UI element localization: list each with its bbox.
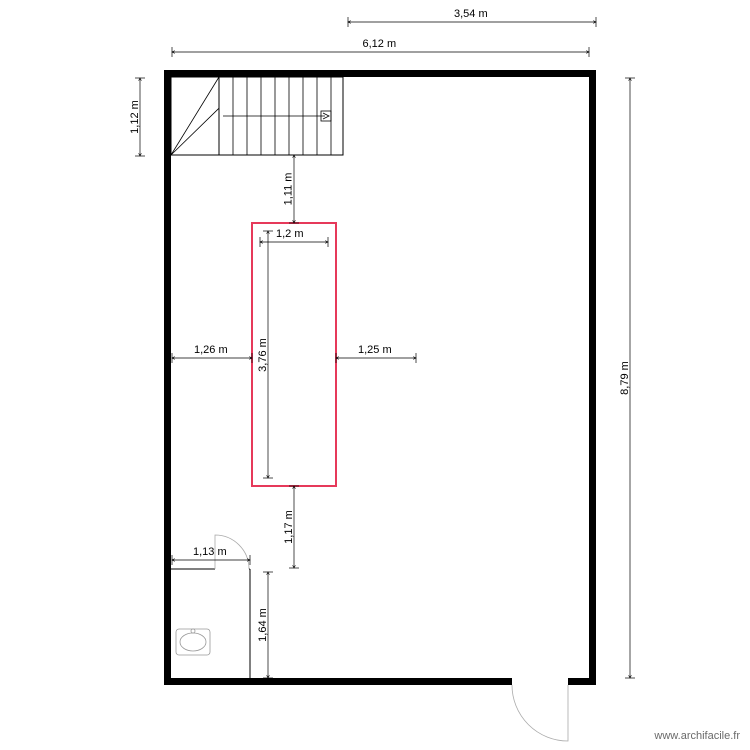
stairs — [171, 77, 343, 155]
dim-label: 1,11 m — [282, 173, 294, 206]
floorplan-canvas — [0, 0, 750, 750]
dim-label: 1,26 m — [194, 344, 228, 356]
dim-label: 6,12 m — [363, 38, 397, 50]
dim-label: 3,54 m — [454, 8, 488, 20]
dim-label: 1,17 m — [283, 510, 295, 544]
dim-label: 1,2 m — [276, 228, 304, 240]
doors — [512, 685, 568, 741]
dim-label: 1,12 m — [129, 100, 141, 134]
room-outline — [164, 70, 596, 685]
dim-label: 1,64 m — [257, 608, 269, 642]
dim-label: 8,79 m — [619, 361, 631, 395]
dim-label: 1,25 m — [358, 344, 392, 356]
dim-label: 3,76 m — [257, 338, 269, 372]
dim-label: 1,13 m — [193, 546, 227, 558]
watermark-text: www.archifacile.fr — [654, 730, 740, 742]
